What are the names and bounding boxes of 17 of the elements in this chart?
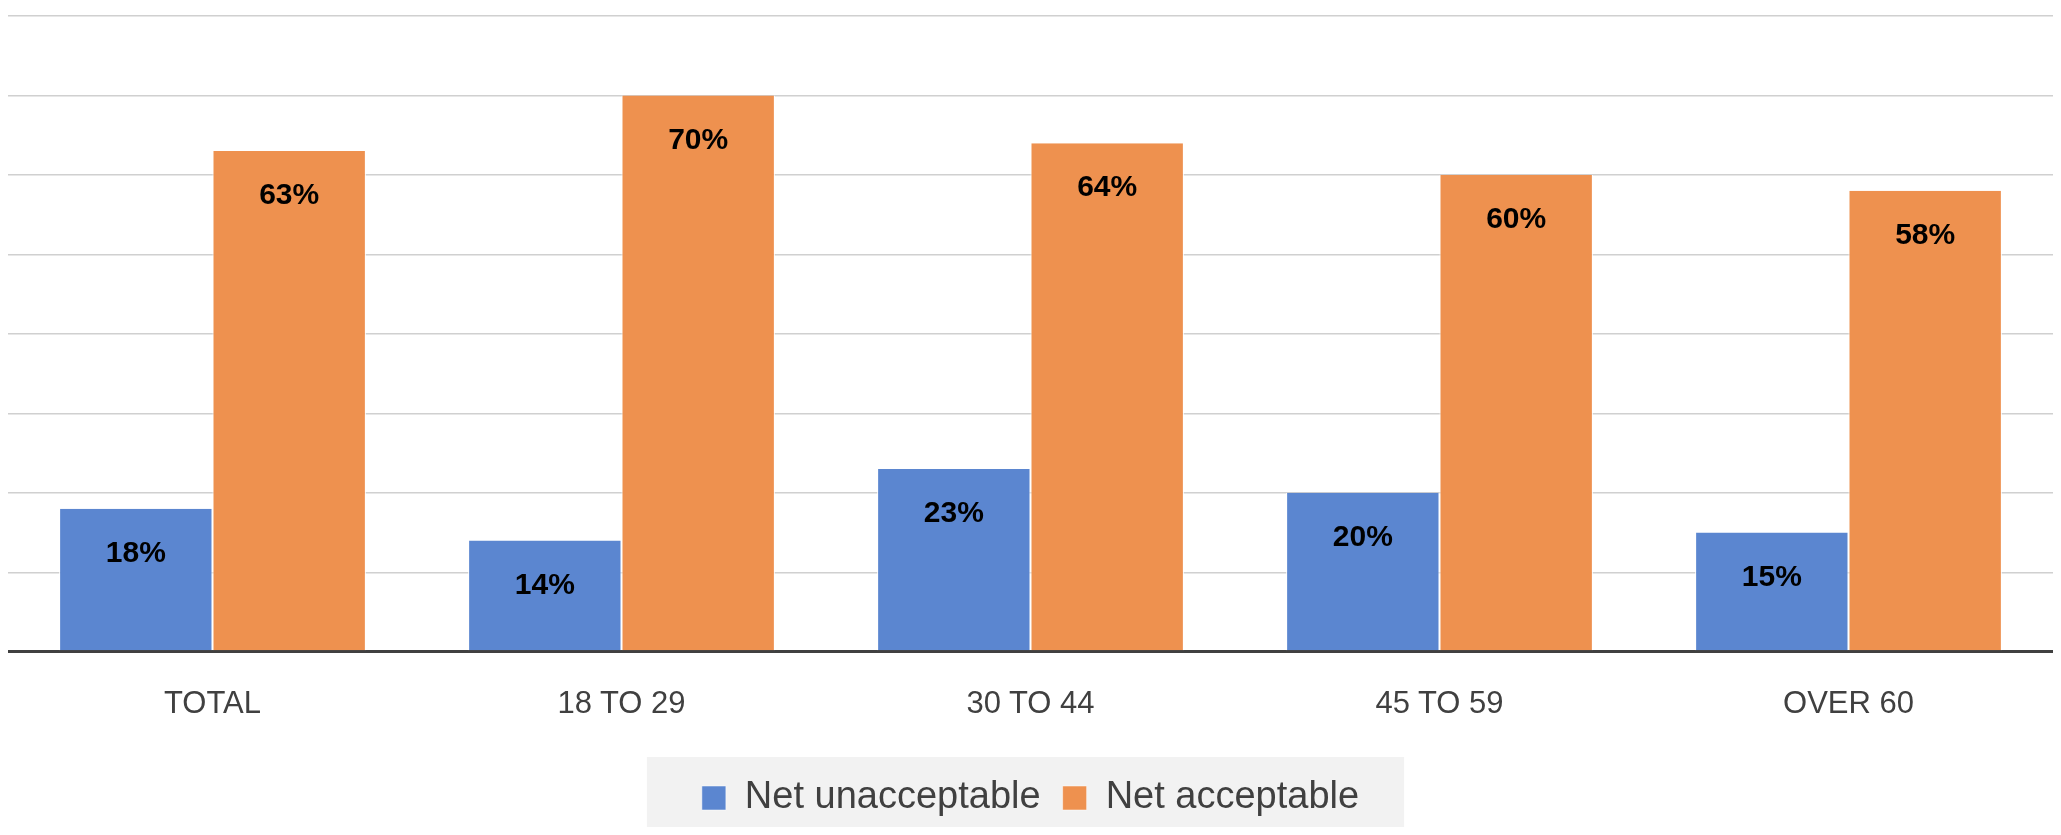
data-label: 20% (1332, 519, 1393, 553)
data-label: 63% (259, 177, 320, 211)
x-tick-label: 30 TO 44 (966, 684, 1095, 720)
data-label: 70% (668, 121, 729, 155)
data-label: 58% (1895, 217, 1956, 251)
x-tick-label: 18 TO 29 (557, 684, 686, 720)
x-tick-label: 45 TO 59 (1375, 684, 1504, 720)
data-label: 14% (514, 566, 575, 600)
data-label: 64% (1077, 169, 1138, 203)
legend-label: Net unacceptable (744, 774, 1041, 817)
data-label: 18% (105, 535, 166, 569)
data-label: 60% (1486, 201, 1547, 235)
x-tick-label: OVER 60 (1783, 684, 1914, 720)
legend-label: Net acceptable (1105, 774, 1360, 817)
x-tick-label: TOTAL (163, 684, 262, 720)
data-label: 23% (923, 495, 984, 529)
data-label: 15% (1741, 558, 1802, 592)
